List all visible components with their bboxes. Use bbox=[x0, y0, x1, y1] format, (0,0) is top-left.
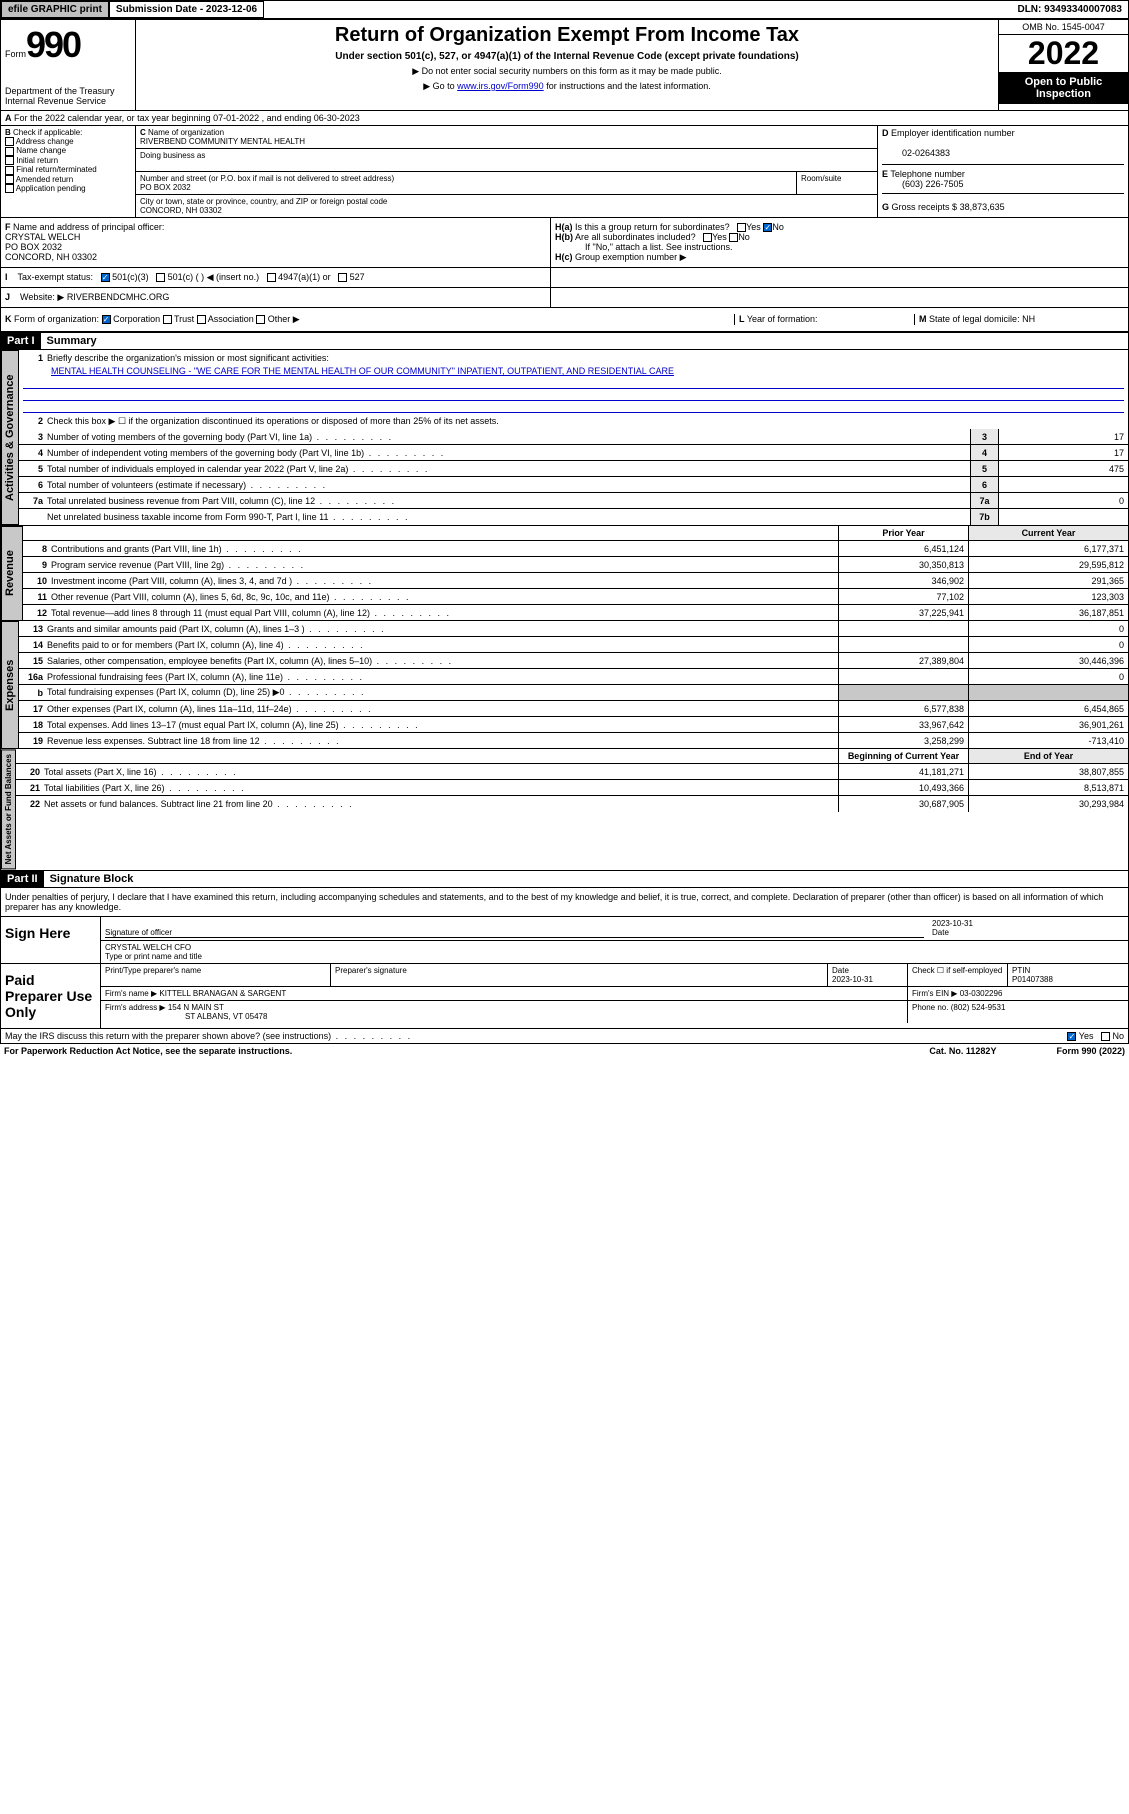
table-row: 8Contributions and grants (Part VIII, li… bbox=[23, 541, 1128, 557]
table-row: 9Program service revenue (Part VIII, lin… bbox=[23, 557, 1128, 573]
top-bar: efile GRAPHIC print Submission Date - 20… bbox=[0, 0, 1129, 19]
inspection-badge: Open to Public Inspection bbox=[999, 72, 1128, 104]
city: CONCORD, NH 03302 bbox=[140, 206, 222, 215]
org-name: RIVERBEND COMMUNITY MENTAL HEALTH bbox=[140, 137, 305, 146]
website: RIVERBENDCMHC.ORG bbox=[67, 292, 170, 302]
notice-2: ▶ Go to www.irs.gov/Form990 for instruct… bbox=[140, 81, 994, 92]
officer-sig-name: CRYSTAL WELCH CFO bbox=[105, 943, 191, 952]
sign-here-block: Sign Here Signature of officer2023-10-31… bbox=[0, 917, 1129, 964]
501c3-checked bbox=[101, 273, 110, 282]
street: PO BOX 2032 bbox=[140, 183, 191, 192]
row-a: A For the 2022 calendar year, or tax yea… bbox=[0, 111, 1129, 126]
irs-link[interactable]: www.irs.gov/Form990 bbox=[457, 81, 544, 91]
c-column: C Name of organizationRIVERBEND COMMUNIT… bbox=[136, 126, 878, 217]
table-row: 18Total expenses. Add lines 13–17 (must … bbox=[19, 717, 1128, 733]
paid-preparer-block: Paid Preparer Use Only Print/Type prepar… bbox=[0, 964, 1129, 1029]
mission-text: MENTAL HEALTH COUNSELING - "WE CARE FOR … bbox=[51, 366, 674, 376]
table-row: 12Total revenue—add lines 8 through 11 (… bbox=[23, 605, 1128, 621]
table-row: 10Investment income (Part VIII, column (… bbox=[23, 573, 1128, 589]
form-header: Form990 Department of the Treasury Inter… bbox=[0, 19, 1129, 111]
form-title: Return of Organization Exempt From Incom… bbox=[140, 24, 994, 47]
revenue-tab: Revenue bbox=[1, 526, 23, 621]
table-row: bTotal fundraising expenses (Part IX, co… bbox=[19, 685, 1128, 701]
d-column: D Employer identification number02-02643… bbox=[878, 126, 1128, 217]
efile-button[interactable]: efile GRAPHIC print bbox=[1, 1, 109, 18]
tax-year: 2022 bbox=[999, 35, 1128, 72]
governance-tab: Activities & Governance bbox=[1, 350, 19, 525]
table-row: 20Total assets (Part X, line 16)41,181,2… bbox=[16, 764, 1128, 780]
submission-date: Submission Date - 2023-12-06 bbox=[109, 1, 264, 18]
officer-name: CRYSTAL WELCH bbox=[5, 232, 80, 242]
i-row: I Tax-exempt status: 501(c)(3) 501(c) ( … bbox=[0, 268, 1129, 288]
table-row: 22Net assets or fund balances. Subtract … bbox=[16, 796, 1128, 812]
table-row: 21Total liabilities (Part X, line 26)10,… bbox=[16, 780, 1128, 796]
irs-discuss-yes bbox=[1067, 1032, 1076, 1041]
dln: DLN: 93493340007083 bbox=[1011, 2, 1128, 17]
line7a-val: 0 bbox=[998, 493, 1128, 508]
omb-number: OMB No. 1545-0047 bbox=[999, 20, 1128, 35]
form-subtitle: Under section 501(c), 527, or 4947(a)(1)… bbox=[140, 51, 994, 62]
line5-val: 475 bbox=[998, 461, 1128, 476]
identity-block: B Check if applicable: Address change Na… bbox=[0, 126, 1129, 218]
line7b-val bbox=[998, 509, 1128, 525]
netassets-tab: Net Assets or Fund Balances bbox=[1, 749, 16, 869]
gross-receipts: 38,873,635 bbox=[960, 202, 1005, 212]
dept-label: Department of the Treasury Internal Reve… bbox=[5, 86, 131, 106]
irs-discuss-row: May the IRS discuss this return with the… bbox=[0, 1029, 1129, 1044]
j-row: J Website: ▶ RIVERBENDCMHC.ORG bbox=[0, 288, 1129, 308]
form-label: Form bbox=[5, 49, 26, 59]
b-column: B Check if applicable: Address change Na… bbox=[1, 126, 136, 217]
f-h-row: F Name and address of principal officer:… bbox=[0, 218, 1129, 268]
firm-name: KITTELL BRANAGAN & SARGENT bbox=[159, 989, 286, 998]
footer: For Paperwork Reduction Act Notice, see … bbox=[0, 1044, 1129, 1058]
k-row: K Form of organization: Corporation Trus… bbox=[0, 308, 1129, 332]
ptin: P01407388 bbox=[1012, 975, 1053, 984]
notice-1: ▶ Do not enter social security numbers o… bbox=[140, 66, 994, 77]
table-row: 17Other expenses (Part IX, column (A), l… bbox=[19, 701, 1128, 717]
preparer-phone: (802) 524-9531 bbox=[951, 1003, 1006, 1012]
part2-title: Signature Block bbox=[44, 871, 140, 887]
firm-ein: 03-0302296 bbox=[960, 989, 1003, 998]
table-row: 13Grants and similar amounts paid (Part … bbox=[19, 621, 1128, 637]
form-number: 990 bbox=[26, 24, 80, 65]
line3-val: 17 bbox=[998, 429, 1128, 444]
expenses-tab: Expenses bbox=[1, 621, 19, 749]
ein: 02-0264383 bbox=[882, 148, 950, 158]
line4-val: 17 bbox=[998, 445, 1128, 460]
sig-date: 2023-10-31 bbox=[932, 919, 973, 928]
table-row: 11Other revenue (Part VIII, column (A), … bbox=[23, 589, 1128, 605]
table-row: 16aProfessional fundraising fees (Part I… bbox=[19, 669, 1128, 685]
group-return-no bbox=[763, 223, 772, 232]
table-row: 14Benefits paid to or for members (Part … bbox=[19, 637, 1128, 653]
part1-title: Summary bbox=[41, 333, 103, 349]
part1-header: Part I bbox=[1, 333, 41, 349]
table-row: 19Revenue less expenses. Subtract line 1… bbox=[19, 733, 1128, 749]
corporation-checked bbox=[102, 315, 111, 324]
declaration-text: Under penalties of perjury, I declare th… bbox=[0, 888, 1129, 917]
table-row: 15Salaries, other compensation, employee… bbox=[19, 653, 1128, 669]
phone: (603) 226-7505 bbox=[882, 179, 964, 189]
part2-header: Part II bbox=[1, 871, 44, 887]
line6-val bbox=[998, 477, 1128, 492]
